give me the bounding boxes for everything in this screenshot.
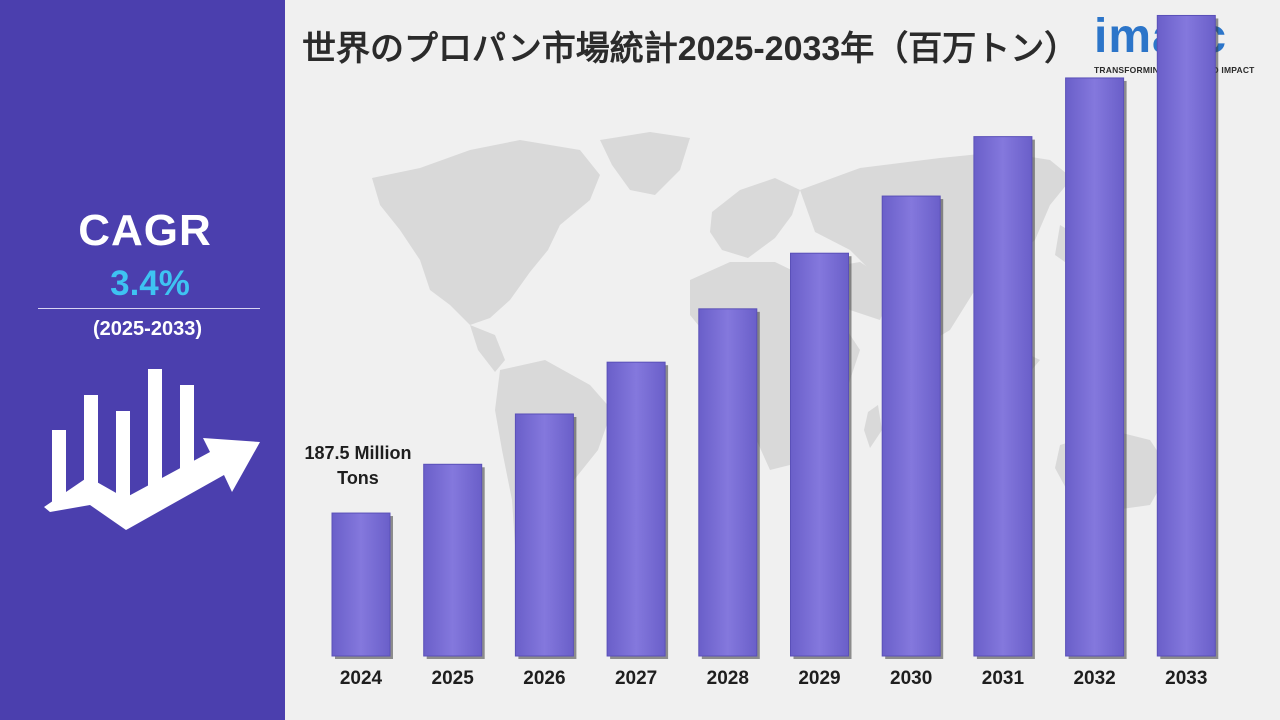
x-tick-label: 2024 [340, 668, 383, 689]
cagr-divider [38, 308, 260, 309]
bar-2028 [698, 308, 758, 657]
growth-chart-icon [44, 369, 260, 530]
cagr-sidebar: CAGR 3.4% (2025-2033) [0, 0, 285, 720]
data-label-unit: Tons [337, 468, 379, 489]
bar-2025 [423, 463, 483, 657]
cagr-value: 3.4% [110, 264, 190, 303]
x-tick-label: 2032 [1073, 668, 1115, 689]
bar-2027 [606, 361, 666, 657]
data-label-2024: 187.5 Million Tons [278, 441, 438, 491]
bar-2031 [973, 136, 1033, 657]
x-tick-label: 2029 [798, 668, 840, 689]
bar-2032 [1065, 77, 1125, 657]
data-label-value: 187.5 Million [304, 443, 412, 464]
x-tick-label: 2026 [523, 668, 565, 689]
cagr-label: CAGR [78, 206, 212, 255]
x-tick-label: 2031 [982, 668, 1025, 689]
x-tick-label: 2027 [615, 668, 657, 689]
bar-2026 [514, 413, 574, 657]
x-tick-label: 2025 [432, 668, 475, 689]
bar-2029 [790, 252, 849, 657]
bar-2030 [881, 195, 941, 657]
bar-2024 [331, 512, 391, 657]
cagr-period: (2025-2033) [93, 318, 202, 340]
chart-title: 世界のプロパン市場統計2025-2033年（百万トン） [302, 30, 1079, 68]
x-tick-label: 2030 [890, 668, 932, 689]
x-tick-label: 2028 [707, 668, 749, 689]
bar-2033 [1156, 14, 1216, 657]
x-tick-label: 2033 [1165, 668, 1207, 689]
